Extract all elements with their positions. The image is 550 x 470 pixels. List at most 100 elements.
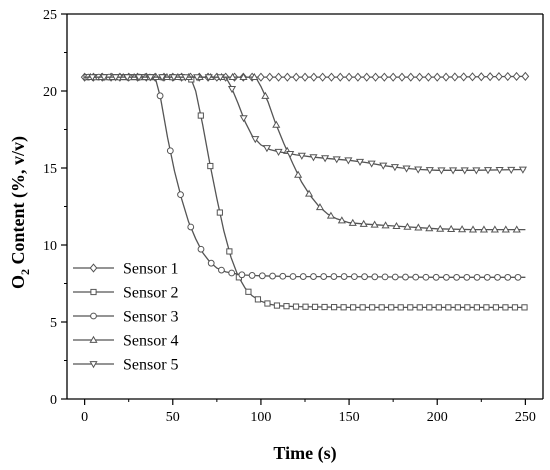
series-marker (204, 74, 213, 82)
series-marker (502, 304, 509, 311)
series-marker (345, 72, 353, 82)
x-tick-label: 200 (427, 410, 448, 425)
series-marker (340, 273, 348, 280)
series-marker (218, 266, 225, 274)
series-marker (274, 72, 283, 82)
series-marker (486, 72, 494, 82)
series-marker (261, 91, 270, 99)
series-marker (330, 304, 338, 311)
series-marker (283, 303, 290, 310)
series-marker (407, 304, 414, 311)
series-marker (514, 273, 522, 281)
series-marker (193, 74, 202, 82)
series-marker (458, 225, 467, 233)
series-marker (359, 304, 366, 311)
series-marker (321, 155, 330, 163)
series-marker (332, 156, 341, 164)
series-marker (477, 72, 486, 82)
series-marker (228, 269, 236, 277)
y-axis-title: O2 Content (%, v/v) (8, 136, 32, 289)
series-marker (442, 72, 450, 82)
series-marker (473, 304, 480, 311)
series-marker (412, 273, 420, 281)
series-marker (294, 170, 303, 178)
legend-label: Sensor 2 (123, 285, 179, 302)
series-marker (460, 167, 469, 175)
series-marker (370, 220, 379, 228)
y-axis-title-main: O (8, 275, 28, 289)
series-marker (257, 72, 265, 82)
x-axis-title: Time (s) (273, 443, 336, 464)
series-marker (406, 72, 415, 82)
series-marker (468, 72, 477, 82)
series-marker (414, 223, 423, 231)
series-marker (330, 273, 338, 280)
series-marker (301, 72, 309, 82)
series-marker (381, 273, 389, 281)
y-tick-label: 0 (50, 393, 57, 408)
series-marker (344, 157, 353, 165)
series-marker (445, 304, 452, 311)
series-marker (362, 72, 371, 82)
series-marker (447, 224, 456, 233)
series-marker (359, 219, 368, 227)
series-marker (146, 74, 155, 82)
series-marker (181, 74, 190, 82)
series-marker (310, 273, 317, 280)
x-tick-label: 0 (81, 410, 88, 425)
series-marker (361, 273, 368, 281)
series-marker (169, 74, 178, 82)
series-marker (177, 191, 184, 199)
series-marker (379, 162, 388, 170)
series-marker (337, 216, 346, 224)
series-marker (453, 273, 461, 281)
series-marker (350, 304, 357, 311)
y-tick-label: 20 (43, 85, 57, 100)
series-marker (315, 203, 325, 211)
series-marker (511, 304, 519, 311)
series-marker (279, 272, 287, 280)
series-marker (414, 166, 423, 174)
series-marker (355, 158, 365, 166)
series-marker (228, 72, 237, 81)
series-marker (88, 74, 97, 82)
series-marker (495, 167, 504, 175)
series-marker (369, 304, 376, 311)
series-marker (207, 259, 215, 267)
y-tick-label: 5 (50, 316, 57, 331)
series-marker (197, 112, 204, 119)
series-marker (425, 167, 434, 175)
series-marker (432, 273, 440, 281)
legend-label: Sensor 1 (123, 261, 179, 278)
series-marker (521, 71, 530, 81)
series-marker (433, 72, 442, 82)
series-marker (158, 74, 167, 82)
x-tick-label: 100 (250, 410, 271, 425)
series-marker (490, 225, 499, 233)
series-marker (245, 288, 252, 295)
legend-item: Sensor 3 (73, 309, 179, 326)
series-marker (449, 167, 458, 175)
series-marker (350, 273, 358, 281)
series-marker (354, 72, 362, 82)
series-marker (426, 304, 433, 311)
series-marker (309, 72, 318, 82)
series-marker (166, 147, 174, 155)
series-marker (381, 221, 390, 229)
series-marker (389, 72, 398, 82)
series-marker (371, 72, 380, 82)
legend: Sensor 1 Sensor 2 Sensor 3 Sensor 4 Sensor 5 (73, 261, 179, 374)
series-marker (504, 273, 512, 281)
series-marker (239, 72, 248, 81)
series-marker (468, 225, 478, 233)
legend-item: Sensor 4 (73, 333, 179, 350)
series-marker (297, 152, 306, 160)
series-3 (84, 73, 526, 281)
series-2 (83, 74, 528, 311)
series-marker (425, 224, 434, 232)
series-marker (274, 148, 283, 157)
series-marker (321, 303, 328, 311)
series-marker (348, 218, 357, 226)
